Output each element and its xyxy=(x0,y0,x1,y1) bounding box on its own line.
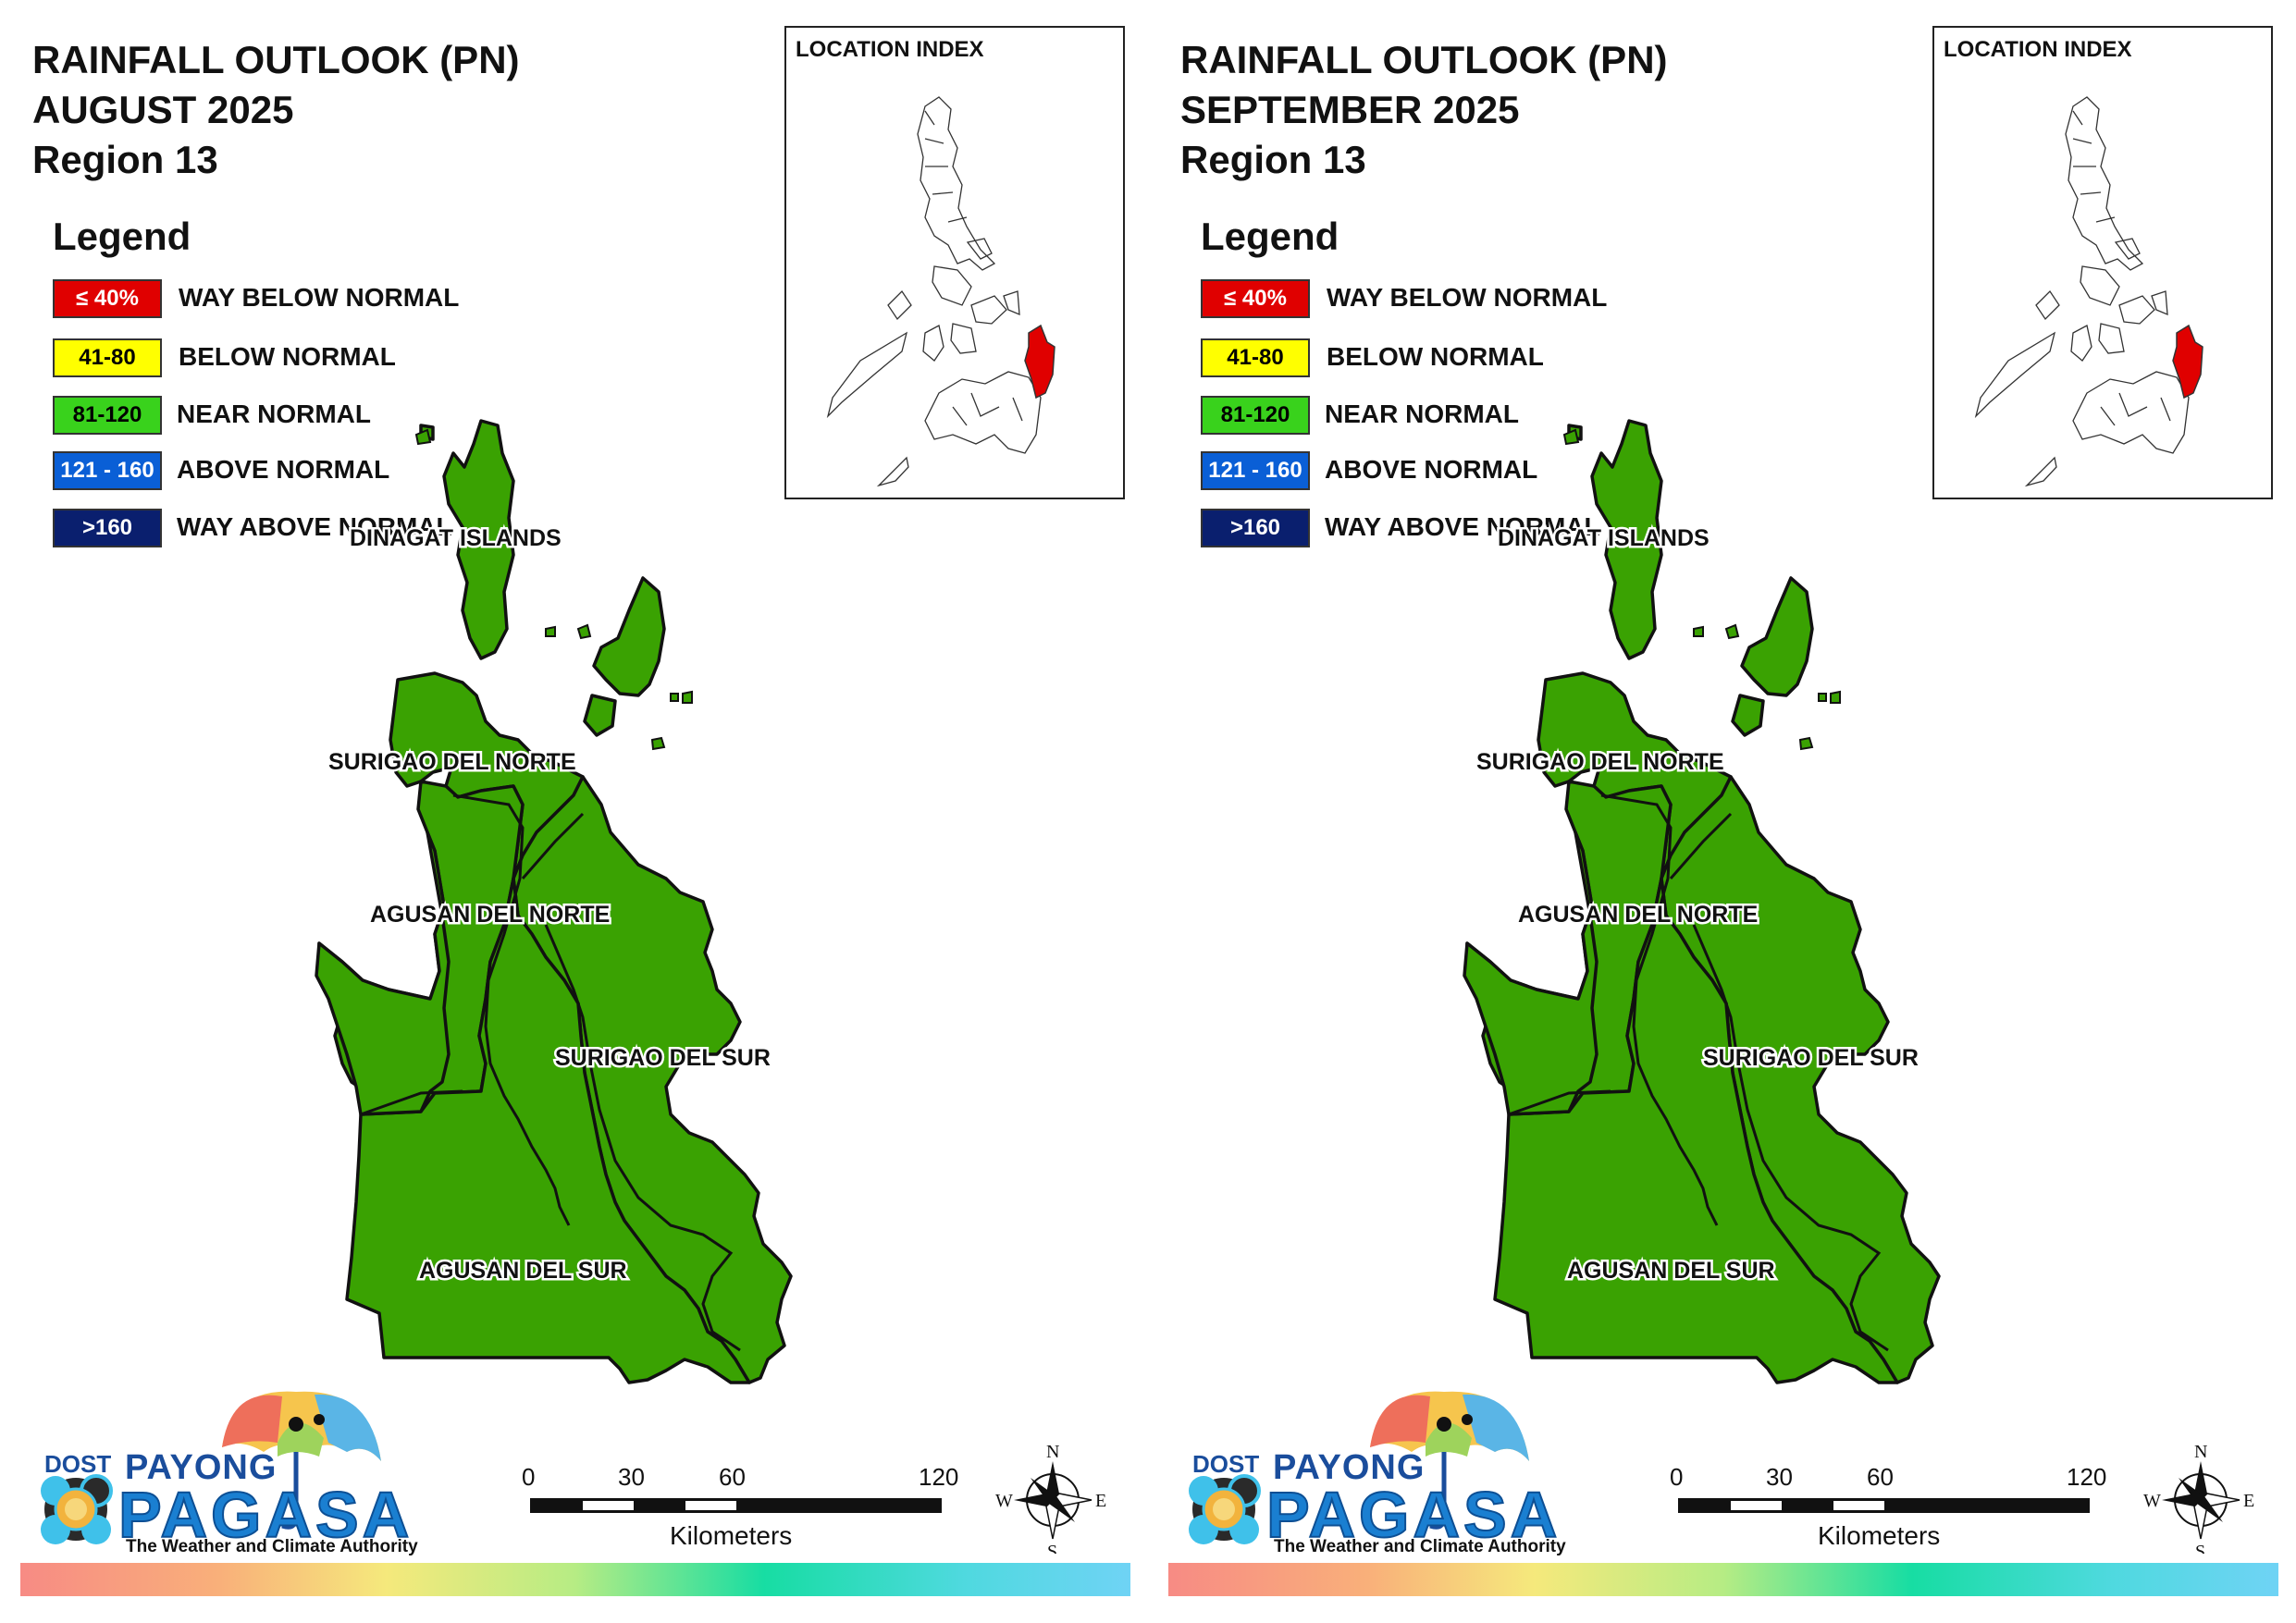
title-month: AUGUST 2025 xyxy=(32,88,294,131)
legend-swatch: 41-80 xyxy=(53,338,162,377)
legend-swatch: >160 xyxy=(53,509,162,547)
scale-tick-60: 60 xyxy=(1867,1463,1894,1491)
scale-tick-120: 120 xyxy=(919,1463,958,1491)
compass-s: S xyxy=(1047,1542,1057,1554)
province-dinagat-islands xyxy=(442,419,515,660)
legend-label: ABOVE NORMAL xyxy=(1325,455,1538,484)
label-dinagat-islands: DINAGAT ISLANDS xyxy=(350,525,562,551)
label-agusan-del-sur: AGUSAN DEL SUR xyxy=(419,1258,627,1284)
legend-label: WAY BELOW NORMAL xyxy=(1327,283,1608,312)
legend-swatch: 41-80 xyxy=(1201,338,1310,377)
logo-pagasa-text: PAGASA xyxy=(1265,1478,1562,1552)
compass-e: E xyxy=(1095,1491,1106,1511)
dost-gear-logo xyxy=(41,1474,113,1544)
legend-label: BELOW NORMAL xyxy=(1327,342,1544,371)
logo-payong-text: PAYONG xyxy=(1273,1448,1426,1487)
inset-title: LOCATION INDEX xyxy=(1944,37,2132,62)
legend-swatch: 81-120 xyxy=(53,396,162,435)
label-agusan-del-norte: AGUSAN DEL NORTE xyxy=(370,902,610,928)
scale-bar: 0 30 60 120 Kilometers xyxy=(1670,1463,2106,1550)
province-agusan-del-sur xyxy=(1493,877,1899,1384)
legend-label: NEAR NORMAL xyxy=(1325,400,1519,428)
legend-swatch: 121 - 160 xyxy=(53,451,162,490)
scale-tick-120: 120 xyxy=(2067,1463,2106,1491)
legend-label: BELOW NORMAL xyxy=(179,342,396,371)
scale-tick-0: 0 xyxy=(1670,1463,1683,1491)
gradient-footer-bar xyxy=(1168,1563,2278,1596)
province-agusan-del-norte-west xyxy=(315,830,451,1116)
title-line1: RAINFALL OUTLOOK (PN) xyxy=(32,38,520,81)
scale-tick-60: 60 xyxy=(719,1463,746,1491)
province-agusan-del-sur xyxy=(345,877,751,1384)
legend-label: NEAR NORMAL xyxy=(177,400,371,428)
compass-s: S xyxy=(2195,1542,2205,1554)
outlook-panel-september: RAINFALL OUTLOOK (PN) SEPTEMBER 2025 Reg… xyxy=(1148,0,2296,1623)
legend-swatch: >160 xyxy=(1201,509,1310,547)
island-siargao xyxy=(1740,576,1814,697)
legend-swatch: 81-120 xyxy=(1201,396,1310,435)
legend-swatch: 121 - 160 xyxy=(1201,451,1310,490)
label-dinagat-islands: DINAGAT ISLANDS xyxy=(1498,525,1710,551)
pagasa-umbrella-logo xyxy=(222,1391,381,1530)
compass-e: E xyxy=(2243,1491,2254,1511)
north-arrow-icon: N S E W xyxy=(2143,1442,2254,1554)
legend-title: Legend xyxy=(1201,215,1339,258)
north-arrow-icon: N S E W xyxy=(995,1442,1106,1554)
inset-title: LOCATION INDEX xyxy=(796,37,984,62)
compass-n: N xyxy=(2194,1442,2207,1462)
province-agusan-del-norte-west xyxy=(1463,830,1599,1116)
title-region: Region 13 xyxy=(1180,138,1366,181)
label-surigao-del-sur: SURIGAO DEL SUR xyxy=(555,1045,771,1071)
legend-label: WAY BELOW NORMAL xyxy=(179,283,460,312)
label-agusan-del-sur: AGUSAN DEL SUR xyxy=(1567,1258,1775,1284)
logo-tagline: The Weather and Climate Authority xyxy=(1274,1537,1566,1556)
compass-w: W xyxy=(995,1491,1013,1511)
province-dinagat-islands xyxy=(1590,419,1663,660)
gradient-footer-bar xyxy=(20,1563,1130,1596)
caraga-highlight xyxy=(1024,324,1055,400)
philippines-locator-map xyxy=(1974,96,2203,487)
legend-label: WAY ABOVE NORMAL xyxy=(1325,512,1600,541)
scale-tick-30: 30 xyxy=(618,1463,645,1491)
compass-w: W xyxy=(2143,1491,2161,1511)
legend-label: ABOVE NORMAL xyxy=(177,455,390,484)
region13-map: DINAGAT ISLANDS SURIGAO DEL NORTE AGUSAN… xyxy=(41,419,1106,1554)
label-agusan-del-norte: AGUSAN DEL NORTE xyxy=(1518,902,1758,928)
logo-payong-text: PAYONG xyxy=(125,1448,278,1487)
title-region: Region 13 xyxy=(32,138,218,181)
philippines-locator-map xyxy=(826,96,1055,487)
legend-title: Legend xyxy=(53,215,191,258)
logo-dost-text: DOST xyxy=(1192,1450,1260,1478)
label-surigao-del-sur: SURIGAO DEL SUR xyxy=(1703,1045,1919,1071)
logo-tagline: The Weather and Climate Authority xyxy=(126,1537,418,1556)
island-bucas-grande xyxy=(1731,694,1765,737)
scale-tick-30: 30 xyxy=(1766,1463,1793,1491)
scale-unit: Kilometers xyxy=(670,1521,792,1550)
logo-pagasa-text: PAGASA xyxy=(117,1478,414,1552)
legend-swatch: ≤ 40% xyxy=(53,279,162,318)
title-line1: RAINFALL OUTLOOK (PN) xyxy=(1180,38,1668,81)
scale-unit: Kilometers xyxy=(1818,1521,1940,1550)
scale-tick-0: 0 xyxy=(522,1463,535,1491)
region13-map: DINAGAT ISLANDS SURIGAO DEL NORTE AGUSAN… xyxy=(1189,419,2254,1554)
title-month: SEPTEMBER 2025 xyxy=(1180,88,1520,131)
location-index-inset: LOCATION INDEX xyxy=(1932,26,2273,499)
island-siargao xyxy=(592,576,666,697)
pagasa-umbrella-logo xyxy=(1370,1391,1529,1530)
legend-label: WAY ABOVE NORMAL xyxy=(177,512,452,541)
dost-gear-logo xyxy=(1189,1474,1261,1544)
map-title: RAINFALL OUTLOOK (PN) AUGUST 2025 Region… xyxy=(32,35,520,185)
location-index-inset: LOCATION INDEX xyxy=(784,26,1125,499)
logo-dost-text: DOST xyxy=(44,1450,112,1478)
label-surigao-del-norte: SURIGAO DEL NORTE xyxy=(1476,749,1724,775)
label-surigao-del-norte: SURIGAO DEL NORTE xyxy=(328,749,576,775)
compass-n: N xyxy=(1046,1442,1059,1462)
island-bucas-grande xyxy=(583,694,617,737)
caraga-highlight xyxy=(2172,324,2203,400)
legend-swatch: ≤ 40% xyxy=(1201,279,1310,318)
scale-bar: 0 30 60 120 Kilometers xyxy=(522,1463,958,1550)
outlook-panel-august: RAINFALL OUTLOOK (PN) AUGUST 2025 Region… xyxy=(20,26,1130,1596)
map-title: RAINFALL OUTLOOK (PN) SEPTEMBER 2025 Reg… xyxy=(1180,35,1668,185)
